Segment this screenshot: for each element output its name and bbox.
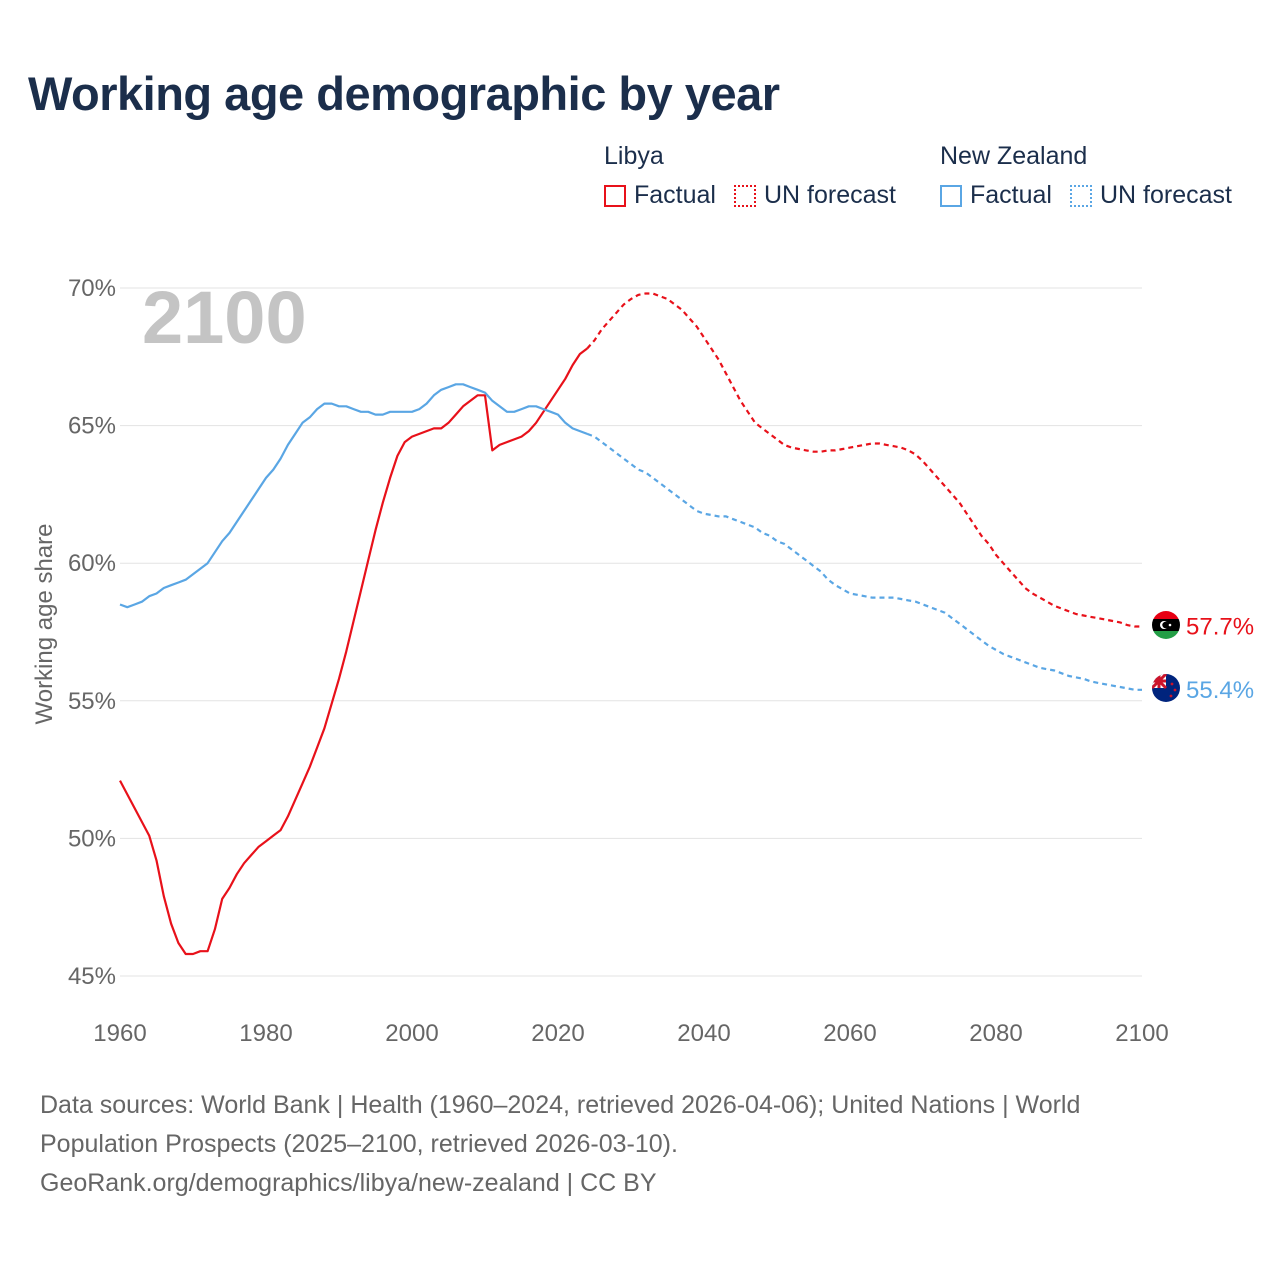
legend-label: Factual — [970, 181, 1052, 209]
y-tick-label: 65% — [68, 413, 116, 440]
attribution-link[interactable]: GeoRank.org/demographics/libya/new-zeala… — [40, 1169, 657, 1197]
libya-flag-icon — [1152, 611, 1180, 639]
legend-new-zealand: New Zealand Factual UN forecast — [940, 142, 1250, 210]
libya-factual-line — [119, 347, 588, 956]
x-tick-label: 2040 — [677, 1020, 730, 1047]
x-tick-label: 2060 — [823, 1020, 876, 1047]
legend-country-name: New Zealand — [940, 142, 1088, 170]
legend-swatch-solid — [604, 184, 626, 207]
x-tick-label: 2000 — [385, 1020, 438, 1047]
year-watermark: 2100 — [142, 276, 307, 359]
new-zealand-flag-icon — [1152, 674, 1180, 702]
y-tick-label: 50% — [68, 825, 116, 852]
new-zealand-factual-line — [119, 383, 588, 609]
y-axis-label: Working age share — [31, 524, 58, 725]
legend-label: UN forecast — [763, 181, 896, 209]
x-tick-label: 2100 — [1115, 1020, 1168, 1047]
x-tick-label: 2080 — [969, 1020, 1022, 1047]
y-tick-label: 70% — [68, 275, 116, 302]
new-zealand-forecast-line — [586, 432, 1142, 691]
legend-libya-factual[interactable]: Factual — [604, 181, 716, 210]
footer: Data sources: World Bank | Health (1960–… — [40, 1086, 1150, 1203]
libya-forecast-line — [586, 292, 1142, 628]
y-tick-label: 60% — [68, 550, 116, 577]
legend-swatch-dotted — [1069, 184, 1092, 207]
x-tick-label: 1960 — [93, 1020, 146, 1047]
x-tick-label: 1980 — [239, 1020, 292, 1047]
legend-new-zealand-factual[interactable]: Factual — [940, 181, 1052, 210]
new-zealand-end-value-label: 55.4% — [1186, 677, 1254, 704]
libya-end-value-label: 57.7% — [1186, 613, 1254, 640]
legend-new-zealand-forecast[interactable]: UN forecast — [1069, 181, 1232, 210]
data-sources: Data sources: World Bank | Health (1960–… — [40, 1091, 1081, 1158]
chart-title: Working age demographic by year — [28, 67, 780, 120]
y-tick-label: 55% — [68, 688, 116, 715]
legend-swatch-dotted — [733, 184, 756, 207]
line-chart: 45% 50% 55% 60% 65% 70% 1960 1980 2000 2020 2040 20… — [31, 275, 1254, 1047]
legend-libya-forecast[interactable]: UN forecast — [733, 181, 896, 210]
legend-libya: Libya Factual UN forecast — [604, 142, 914, 210]
y-tick-label: 45% — [68, 963, 116, 990]
legend-label: Factual — [634, 181, 716, 209]
legend-swatch-solid — [940, 184, 962, 207]
x-tick-label: 2020 — [531, 1020, 584, 1047]
legend-country-name: Libya — [604, 142, 664, 170]
legend-label: UN forecast — [1099, 181, 1232, 209]
